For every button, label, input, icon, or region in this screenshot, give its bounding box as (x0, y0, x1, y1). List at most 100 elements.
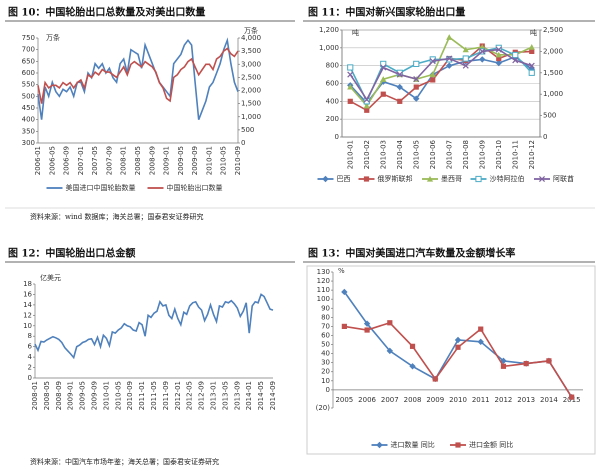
x-tick-label: 2007-09 (105, 146, 113, 175)
marker (341, 323, 347, 329)
marker (446, 55, 453, 62)
legend-marker (426, 175, 434, 182)
marker (347, 98, 353, 104)
x-tick-label: 2006-09 (63, 146, 71, 175)
y-unit: % (338, 267, 345, 275)
y-tick-label: 800 (326, 62, 339, 70)
y-tick-label: 0 (28, 374, 32, 382)
marker (432, 376, 438, 382)
marker (363, 96, 370, 103)
x-tick-label: 2014 (540, 396, 558, 404)
marker (500, 363, 507, 369)
x-tick-label: 2009-01 (163, 146, 171, 175)
marker (478, 326, 484, 332)
x-tick-label: 2012-09 (198, 381, 206, 410)
x-tick-label: 2014-05 (257, 381, 265, 410)
y-tick-label: 0 (326, 386, 330, 394)
x-tick-label: 2006-01 (34, 146, 42, 175)
marker (528, 44, 535, 50)
legend-label: 美国进口中国轮胎数量 (66, 183, 136, 192)
y-tick-label: 650 (22, 57, 35, 65)
x-tick-label: 2010-04 (396, 139, 404, 169)
legend-marker (538, 175, 546, 183)
y-tick-label: 40 (321, 350, 330, 358)
chart-title: 图 13：中国对美国进口汽车数量及金额增长率 (308, 247, 515, 260)
marker (347, 71, 354, 78)
y-tick-label: 450 (22, 104, 35, 112)
x-tick-label: 2010-09 (478, 140, 486, 169)
marker (523, 360, 529, 367)
marker (528, 62, 535, 69)
y2-tick-label: 1,500 (543, 69, 563, 77)
y-tick-label: 200 (326, 115, 339, 123)
marker (495, 51, 502, 58)
y-tick-label: 130 (317, 268, 330, 276)
y2-unit: 万条 (244, 26, 258, 35)
marker (512, 57, 519, 64)
marker (462, 46, 469, 53)
legend-label: 沙特阿拉伯 (490, 174, 525, 183)
x-tick-label: 2010-01 (102, 381, 110, 410)
legend-marker (363, 176, 370, 182)
y-tick-label: 6 (28, 343, 33, 351)
marker (397, 98, 403, 104)
marker (380, 91, 386, 97)
x-tick-label: 2008-09 (55, 381, 63, 410)
x-tick-label: 2011-05 (150, 381, 158, 410)
y-tick-label: 18 (23, 280, 32, 288)
marker (569, 394, 575, 400)
x-tick-label: 2006 (358, 396, 376, 404)
marker (529, 48, 535, 54)
x-tick-label: 2006-05 (48, 146, 56, 175)
y-tick-label: 4 (28, 353, 33, 361)
x-tick-label: 2010-05 (220, 146, 228, 175)
legend-marker (455, 442, 461, 448)
marker (341, 288, 348, 296)
x-tick-label: 2010-02 (363, 140, 371, 169)
marker (386, 347, 394, 355)
marker (454, 336, 462, 344)
y2-tick-label: 2,000 (241, 87, 261, 95)
y-tick-label: (20) (316, 404, 331, 412)
x-tick-label: 2012 (495, 396, 513, 404)
y-tick-label: 500 (22, 92, 35, 100)
x-tick-label: 2007-05 (91, 146, 99, 175)
x-tick-label: 2010-06 (429, 139, 437, 169)
marker (364, 327, 370, 333)
y-tick-label: 16 (23, 290, 32, 298)
marker (430, 77, 436, 83)
x-tick-label: 2014-09 (269, 381, 277, 410)
marker (396, 71, 403, 78)
y-tick-label: 10 (23, 322, 32, 330)
marker (462, 55, 469, 62)
y-tick-label: 90 (321, 304, 330, 312)
y-tick-label: 700 (22, 46, 35, 54)
marker (380, 60, 387, 67)
x-tick-label: 2011-09 (162, 381, 170, 410)
y-tick-label: 1,000 (319, 44, 339, 52)
x-tick-label: 2012-01 (174, 381, 182, 410)
marker (413, 76, 420, 83)
x-tick-label: 2010-12 (528, 140, 536, 169)
x-tick-label: 2009-05 (177, 146, 185, 175)
series-line (349, 48, 533, 102)
y2-tick-label: 500 (241, 126, 254, 134)
legend-label: 俄罗斯联邦 (378, 174, 413, 183)
marker (479, 56, 486, 63)
legend-label: 墨西哥 (441, 175, 462, 183)
source-note: 资料来源：中国汽车市场年鉴；海关总署；国泰君安证券研究 (30, 457, 219, 466)
x-tick-label: 2013-09 (233, 381, 241, 410)
x-tick-label: 2010-03 (379, 140, 387, 169)
y-tick-label: 2 (28, 364, 32, 372)
marker (477, 338, 484, 346)
marker (462, 62, 469, 69)
marker (387, 320, 393, 326)
chart-title: 图 10：中国轮胎出口总数量及对美出口数量 (8, 6, 205, 19)
series-line (349, 44, 532, 112)
y-tick-label: 100 (317, 295, 330, 303)
marker (446, 34, 453, 40)
y-tick-label: 110 (317, 286, 330, 294)
x-tick-label: 2009-09 (91, 381, 99, 410)
y-tick-label: 1,200 (319, 26, 339, 34)
y-tick-label: 8 (28, 332, 32, 340)
